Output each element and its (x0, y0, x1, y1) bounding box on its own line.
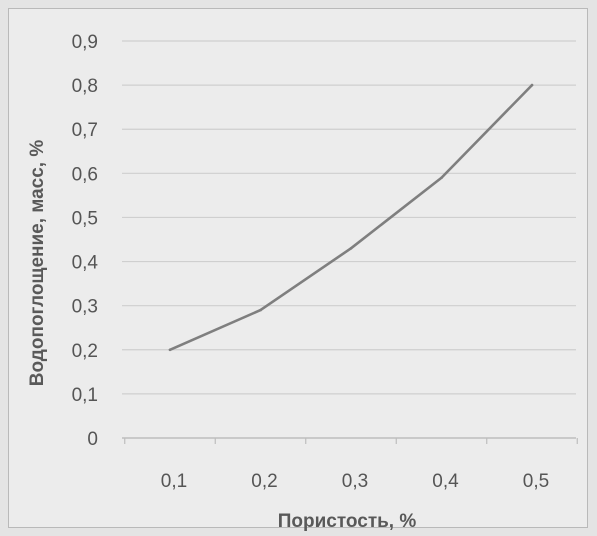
y-tick-label: 0,4 (72, 253, 99, 274)
x-tick-label: 0,1 (161, 471, 187, 492)
data-point (349, 247, 353, 250)
y-tick-label: 0,2 (72, 341, 98, 362)
data-point (530, 83, 534, 87)
y-tick-label: 0,5 (72, 208, 98, 229)
y-tick-label: 0,7 (72, 120, 98, 141)
data-point (259, 308, 262, 312)
x-axis-title: Пористость, % (278, 511, 417, 532)
chart-frame (8, 8, 588, 528)
axes (122, 437, 578, 444)
gridlines (122, 40, 576, 395)
y-tick-label: 0,3 (72, 297, 98, 318)
x-tick-label: 0,2 (251, 471, 277, 492)
y-tick-label: 0,6 (72, 164, 98, 185)
data-point (440, 176, 443, 180)
y-tick-label: 0 (87, 429, 98, 450)
y-tick-label: 0,8 (72, 76, 98, 97)
y-axis-title: Водопоглощение, масс, % (27, 140, 48, 387)
x-tick-label: 0,4 (432, 471, 459, 492)
x-tick-label: 0,3 (342, 471, 368, 492)
data-point (168, 348, 172, 352)
x-tick-label: 0,5 (523, 471, 549, 492)
y-tick-label: 0,9 (72, 32, 98, 53)
y-axis-tick-labels: 0 0,1 0,2 0,3 0,4 0,5 0,6 0,7 0,8 0,9 (72, 32, 99, 450)
series-group (168, 83, 534, 352)
x-axis-tick-labels: 0,1 0,2 0,3 0,4 0,5 (161, 471, 549, 492)
y-tick-label: 0,1 (72, 385, 98, 406)
